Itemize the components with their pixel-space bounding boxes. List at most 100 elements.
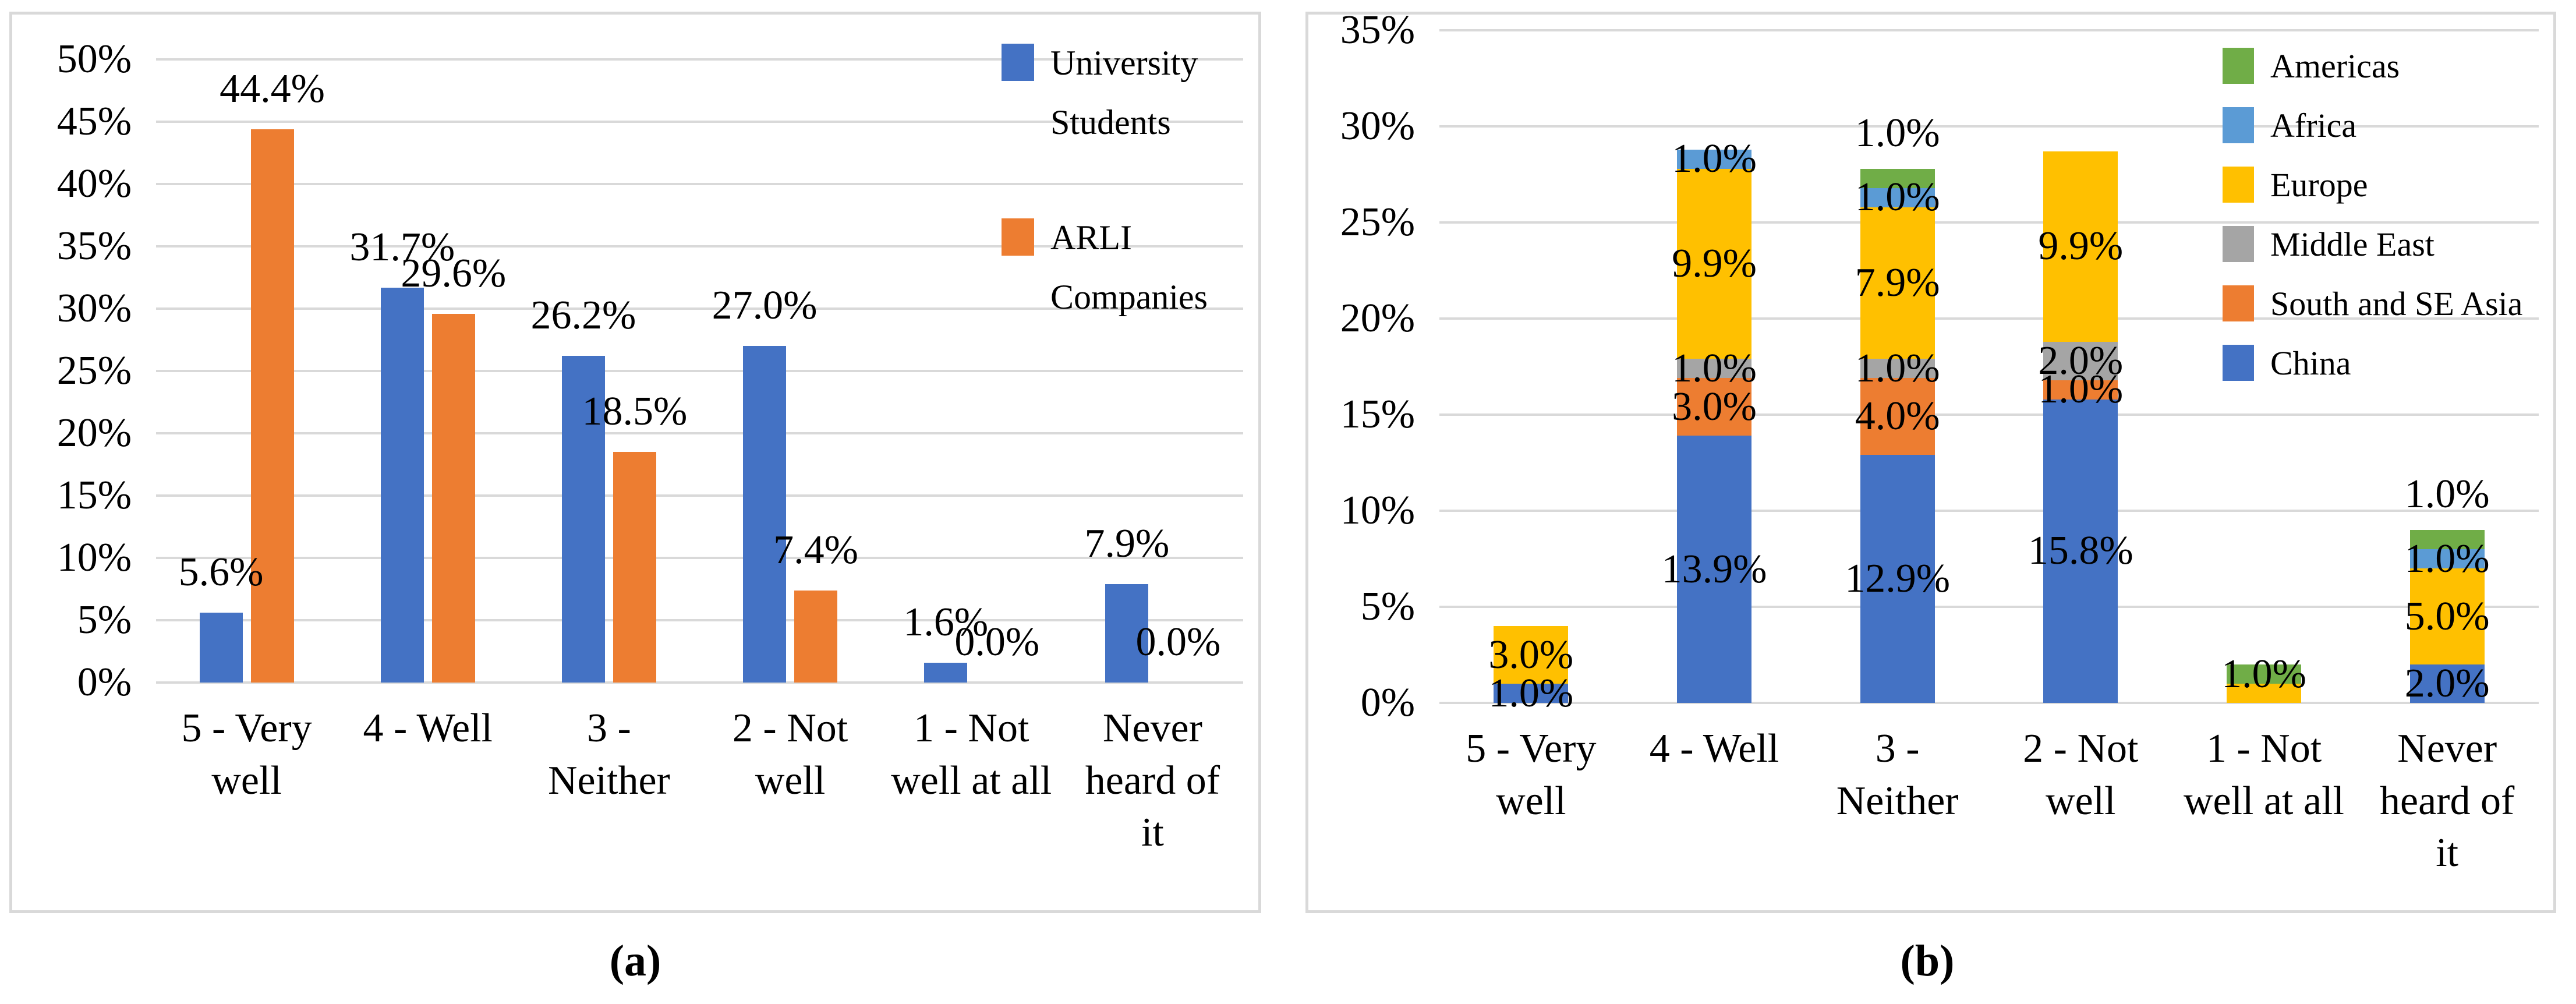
y-tick-label: 30% xyxy=(56,286,132,331)
data-label: 0.0% xyxy=(1135,620,1221,664)
segment-label: 1.0% xyxy=(1855,345,1940,391)
bar-university-students xyxy=(199,613,243,683)
data-label: 0.0% xyxy=(954,620,1040,664)
legend-item: Americas xyxy=(2223,36,2522,96)
blue-legend-swatch-icon xyxy=(1002,44,1034,81)
gridline xyxy=(156,557,1243,559)
segment-label: 3.0% xyxy=(1672,384,1757,429)
segment-label: 1.0% xyxy=(2404,472,2490,517)
bar-university-students xyxy=(924,662,968,683)
y-tick-label: 25% xyxy=(1340,200,1415,245)
x-category-label: Never heard of it xyxy=(2380,726,2515,876)
gridline xyxy=(156,432,1243,434)
data-label: 1.6% xyxy=(903,599,989,645)
segment-label: 4.0% xyxy=(1855,394,1940,439)
bar-segment-middle-east xyxy=(1860,359,1935,379)
segment-label: 1.0% xyxy=(1488,670,1574,716)
legend-label: ARLI Companies xyxy=(1050,218,1208,316)
gridline xyxy=(1439,125,2539,128)
lightblue-legend-swatch-icon xyxy=(2223,107,2254,143)
y-tick-label: 20% xyxy=(1340,296,1415,341)
bar-segment-africa xyxy=(1676,149,1751,169)
bar-segment-europe xyxy=(1494,626,1569,684)
category-slot: 2 - Not well 27.0% 7.4% xyxy=(700,59,881,803)
data-label: 18.5% xyxy=(582,389,688,434)
legend-label: Africa xyxy=(2270,106,2357,144)
legend: University Students ARLI Companies xyxy=(1002,33,1295,383)
gridline xyxy=(156,121,1243,123)
green-legend-swatch-icon xyxy=(2223,48,2254,84)
y-tick-label: 0% xyxy=(1360,680,1415,725)
plot-area: 0% 5% 10% 15% 20% 25% 30% 35% 5 - Very well 1.0% 3… xyxy=(1340,10,2539,876)
bar-segment-europe xyxy=(2409,568,2485,664)
segment-label: 1.0% xyxy=(1855,175,1940,220)
data-label: 31.7% xyxy=(349,224,455,270)
y-tick-label: 35% xyxy=(1340,8,1415,52)
bar-segment-americas xyxy=(2409,530,2485,549)
segment-label: 5.0% xyxy=(2404,593,2490,639)
segment-label: 9.9% xyxy=(1672,241,1757,286)
legend-label: Middle East xyxy=(2270,225,2435,263)
gray-legend-swatch-icon xyxy=(2223,226,2254,262)
y-tick-label: 30% xyxy=(1340,104,1415,149)
gridline xyxy=(156,619,1243,621)
x-category-label: 3 - Neither xyxy=(547,706,670,803)
bar-segment-middle-east xyxy=(1676,359,1751,379)
gridline xyxy=(156,370,1243,372)
y-tick-label: 10% xyxy=(56,535,132,580)
y-tick-label: 15% xyxy=(56,473,132,518)
data-label: 5.6% xyxy=(178,550,264,595)
bar-segment-china xyxy=(2043,399,2118,703)
blue-legend-swatch-icon xyxy=(2223,345,2254,381)
bar-segment-china xyxy=(2409,664,2485,703)
bar-segment-china xyxy=(1860,455,1935,703)
y-tick-label: 5% xyxy=(77,598,132,642)
legend-label: Europe xyxy=(2270,165,2368,204)
legend-label: South and SE Asia xyxy=(2270,284,2523,323)
plot-area: 0% 5% 10% 15% 20% 25% 30% 35% 40% 45% 50% 5 - Very … xyxy=(57,39,1243,855)
orange-legend-swatch-icon xyxy=(1002,218,1034,256)
segment-label: 2.0% xyxy=(2038,338,2124,383)
bar-segment-europe xyxy=(2226,684,2301,703)
bar-arli-companies xyxy=(613,452,656,683)
gridline xyxy=(156,183,1243,185)
gridline xyxy=(1439,413,2539,416)
bar-university-students xyxy=(1105,584,1149,683)
bar-segment-south-and-se-asia xyxy=(1676,378,1751,436)
legend-item: China xyxy=(2223,333,2522,393)
y-tick-label: 35% xyxy=(56,224,132,268)
category-slot: 4 - Well 31.7% 29.6% xyxy=(337,59,518,751)
legend-label: China xyxy=(2270,344,2351,382)
yellow-legend-swatch-icon xyxy=(2223,167,2254,203)
legend: Americas Africa Europe Middle East South and… xyxy=(2223,36,2522,393)
legend-item: Europe xyxy=(2223,155,2522,214)
bar-segment-china xyxy=(1676,436,1751,703)
category-slot: Never heard of it 2.0% 5.0% 1.0% 1.0% xyxy=(2355,30,2539,876)
bar-segment-africa xyxy=(1860,188,1935,207)
chart-panel-a: 0% 5% 10% 15% 20% 25% 30% 35% 40% 45% 50% 5 - Very … xyxy=(9,12,1261,913)
gridline xyxy=(1439,221,2539,224)
y-tick-label: 40% xyxy=(56,161,132,206)
legend-label: Americas xyxy=(2270,47,2400,85)
legend-label: University Students xyxy=(1050,44,1198,142)
x-category-label: 4 - Well xyxy=(1649,726,1779,771)
bar-university-students xyxy=(380,287,424,683)
x-category-label: 2 - Not well xyxy=(732,706,848,803)
data-label: 26.2% xyxy=(530,293,636,338)
category-slot: 5 - Very well 5.6% 44.4% xyxy=(156,59,337,803)
bar-segment-europe xyxy=(1860,207,1935,359)
orange-legend-swatch-icon xyxy=(2223,285,2254,321)
legend-item: University Students xyxy=(1002,33,1295,152)
gridline xyxy=(156,307,1243,310)
segment-label: 15.8% xyxy=(2027,528,2133,574)
category-slot: 3 - Neither 26.2% 18.5% xyxy=(518,59,699,803)
bar-segment-south-and-se-asia xyxy=(2043,380,2118,400)
legend-item: Africa xyxy=(2223,96,2522,155)
category-slot: 1 - Not well at all 1.0% xyxy=(2172,30,2356,823)
y-tick-label: 15% xyxy=(1340,392,1415,437)
legend-item: South and SE Asia xyxy=(2223,274,2522,333)
gridline xyxy=(156,494,1243,497)
x-category-label: 3 - Neither xyxy=(1836,726,1959,823)
data-label: 44.4% xyxy=(220,66,325,111)
